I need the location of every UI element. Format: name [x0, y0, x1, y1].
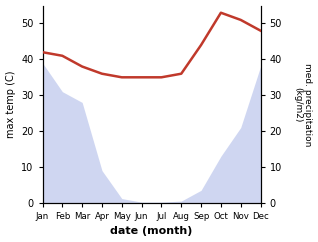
X-axis label: date (month): date (month) — [110, 227, 193, 236]
Y-axis label: max temp (C): max temp (C) — [5, 70, 16, 138]
Y-axis label: med. precipitation
(kg/m2): med. precipitation (kg/m2) — [293, 62, 313, 146]
